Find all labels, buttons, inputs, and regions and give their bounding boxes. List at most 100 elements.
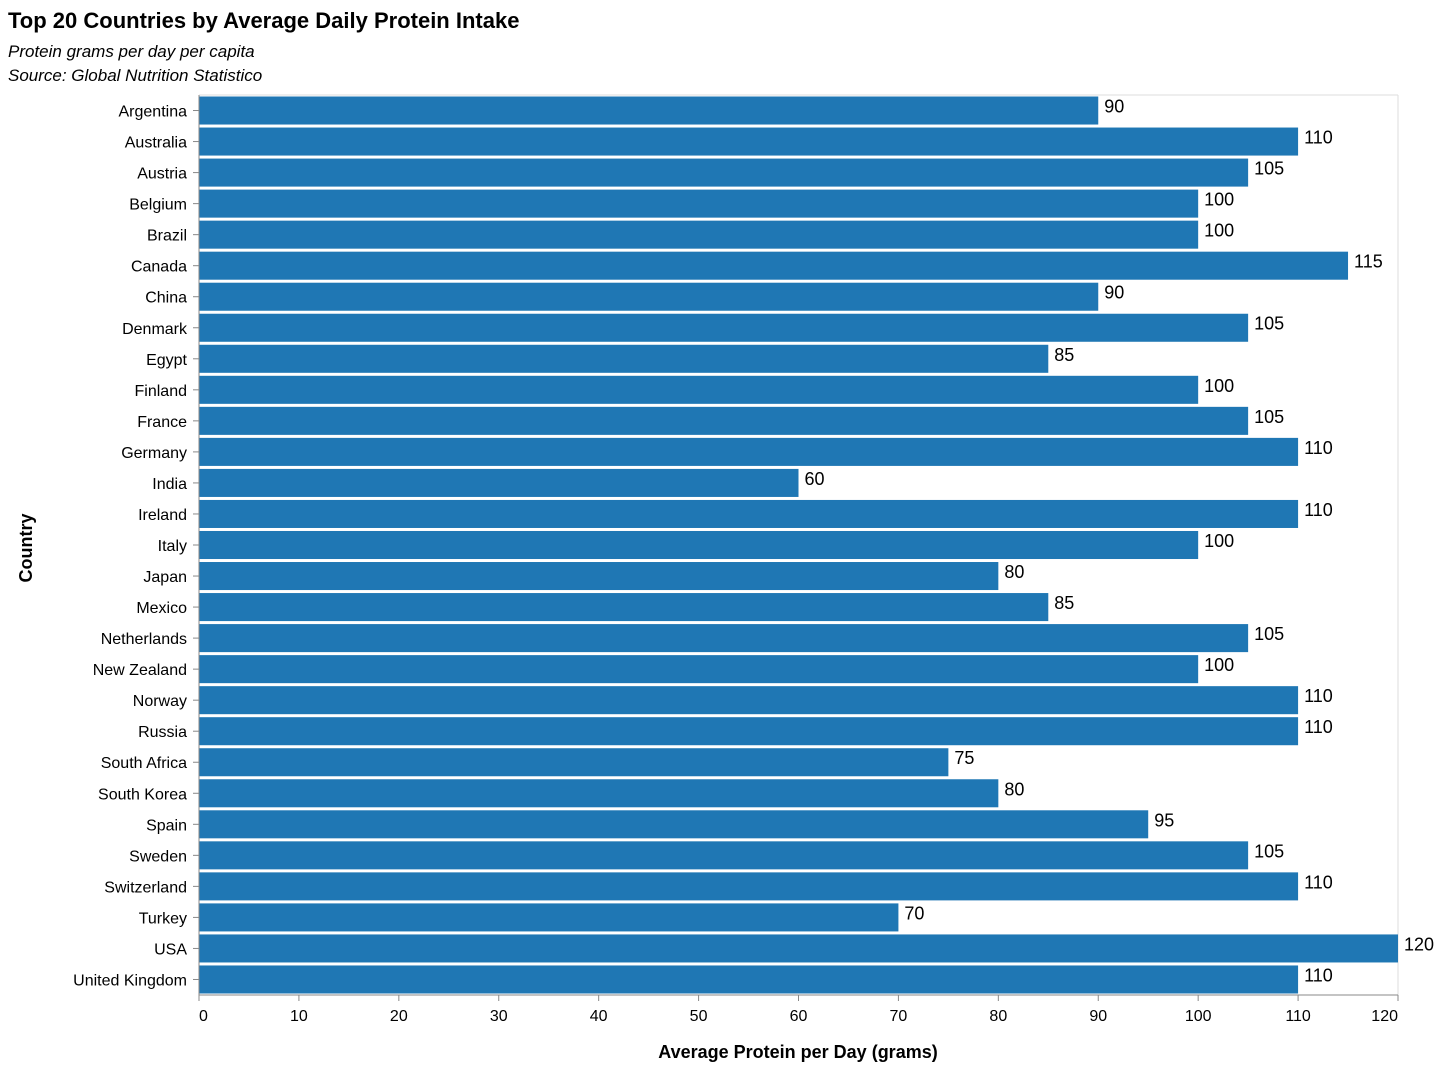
y-tick-label: Mexico xyxy=(136,600,187,617)
value-label: 75 xyxy=(954,748,974,768)
value-label: 105 xyxy=(1254,624,1284,644)
y-tick-label: Argentina xyxy=(119,104,188,121)
bar xyxy=(199,872,1299,901)
value-label: 100 xyxy=(1204,655,1234,675)
bar xyxy=(199,934,1398,963)
value-label: 110 xyxy=(1304,128,1333,148)
value-label: 105 xyxy=(1254,407,1284,427)
chart-subtitle-line-2: Source: Global Nutrition Statistico xyxy=(8,66,263,85)
bar xyxy=(199,282,1099,311)
value-label: 90 xyxy=(1104,97,1124,117)
bar xyxy=(199,375,1199,404)
y-tick-label: France xyxy=(137,414,187,431)
value-label: 120 xyxy=(1404,934,1434,954)
y-tick-label: Russia xyxy=(138,724,187,741)
value-label: 110 xyxy=(1304,717,1333,737)
bar xyxy=(199,624,1249,653)
y-tick-label: Denmark xyxy=(122,321,188,338)
value-label: 100 xyxy=(1204,376,1234,396)
y-tick-label: Canada xyxy=(131,259,187,276)
x-tick-label: 100 xyxy=(1185,1008,1212,1025)
y-tick-label: China xyxy=(145,290,187,307)
y-tick-label: Austria xyxy=(137,166,187,183)
bar xyxy=(199,220,1199,249)
y-tick-label: Netherlands xyxy=(101,631,187,648)
x-tick-label: 60 xyxy=(790,1008,808,1025)
y-tick-label: Ireland xyxy=(138,507,187,524)
value-label: 90 xyxy=(1104,283,1124,303)
x-tick-label: 80 xyxy=(989,1008,1007,1025)
x-tick-label: 120 xyxy=(1371,1008,1398,1025)
y-tick-label: Australia xyxy=(125,135,187,152)
value-label: 105 xyxy=(1254,314,1284,334)
bar xyxy=(199,562,999,591)
bar xyxy=(199,499,1299,528)
bar xyxy=(199,344,1049,373)
bar xyxy=(199,748,949,777)
y-tick-label: Turkey xyxy=(139,910,187,927)
value-label: 115 xyxy=(1354,252,1383,272)
y-tick-label: Germany xyxy=(121,445,187,462)
y-tick-label: Finland xyxy=(135,383,187,400)
bar xyxy=(199,189,1199,218)
x-tick-label: 30 xyxy=(490,1008,508,1025)
x-axis: 0 10 20 30 40 50 60 70 80 90 100 110 120 xyxy=(198,994,1399,1025)
bar xyxy=(199,903,899,932)
y-tick-label: South Korea xyxy=(98,786,187,803)
value-label: 95 xyxy=(1154,810,1174,830)
x-tick-label: 50 xyxy=(690,1008,708,1025)
bar xyxy=(199,437,1299,466)
y-tick-label: United Kingdom xyxy=(73,972,187,989)
y-tick-label: Japan xyxy=(143,569,187,586)
bar xyxy=(199,313,1249,342)
bar xyxy=(199,717,1299,746)
value-label: 80 xyxy=(1004,779,1024,799)
value-label: 100 xyxy=(1204,221,1234,241)
chart-title: Top 20 Countries by Average Daily Protei… xyxy=(8,8,520,33)
y-tick-label: Spain xyxy=(146,817,187,834)
chart-subtitle-line-1: Protein grams per day per capita xyxy=(8,42,255,61)
x-tick-label: 10 xyxy=(290,1008,308,1025)
bar xyxy=(199,530,1199,560)
bar xyxy=(199,96,1099,125)
y-tick-label: Sweden xyxy=(129,848,187,865)
bar xyxy=(199,593,1049,622)
bars-group xyxy=(199,94,1399,995)
y-tick-label: New Zealand xyxy=(93,662,187,679)
y-tick-label: Belgium xyxy=(129,197,187,214)
bar xyxy=(199,127,1299,156)
bar xyxy=(199,779,999,808)
value-label: 110 xyxy=(1304,965,1333,985)
x-tick-label: 70 xyxy=(890,1008,908,1025)
value-label: 60 xyxy=(805,469,825,489)
bar xyxy=(199,810,1149,839)
value-label: 80 xyxy=(1004,562,1024,582)
value-labels: 90 110 105 100 100 115 90 105 85 100 105 110 60 110 10… xyxy=(805,97,1435,986)
bar xyxy=(199,965,1299,994)
value-label: 110 xyxy=(1304,438,1333,458)
x-axis-title: Average Protein per Day (grams) xyxy=(658,1042,937,1062)
value-label: 110 xyxy=(1304,872,1333,892)
y-tick-labels: Argentina Australia Austria Belgium Brazil Ca… xyxy=(73,95,200,995)
y-tick-label: Switzerland xyxy=(104,879,187,896)
bar xyxy=(199,468,799,497)
x-tick-label: 90 xyxy=(1089,1008,1107,1025)
value-label: 70 xyxy=(904,903,924,923)
bar xyxy=(199,655,1199,684)
value-label: 110 xyxy=(1304,686,1333,706)
value-label: 100 xyxy=(1204,190,1234,210)
x-tick-label: 110 xyxy=(1285,1008,1311,1025)
y-tick-label: India xyxy=(152,476,187,493)
bar xyxy=(199,686,1299,715)
x-tick-label: 20 xyxy=(390,1008,408,1025)
y-axis-title: Country xyxy=(16,514,36,583)
y-tick-label: Egypt xyxy=(146,352,187,369)
value-label: 105 xyxy=(1254,841,1284,861)
bar xyxy=(199,251,1349,280)
value-label: 105 xyxy=(1254,159,1284,179)
y-tick-label: Norway xyxy=(133,693,187,710)
y-tick-label: Italy xyxy=(158,538,187,555)
x-tick-label: 0 xyxy=(199,1008,208,1025)
y-tick-label: Brazil xyxy=(147,228,187,245)
